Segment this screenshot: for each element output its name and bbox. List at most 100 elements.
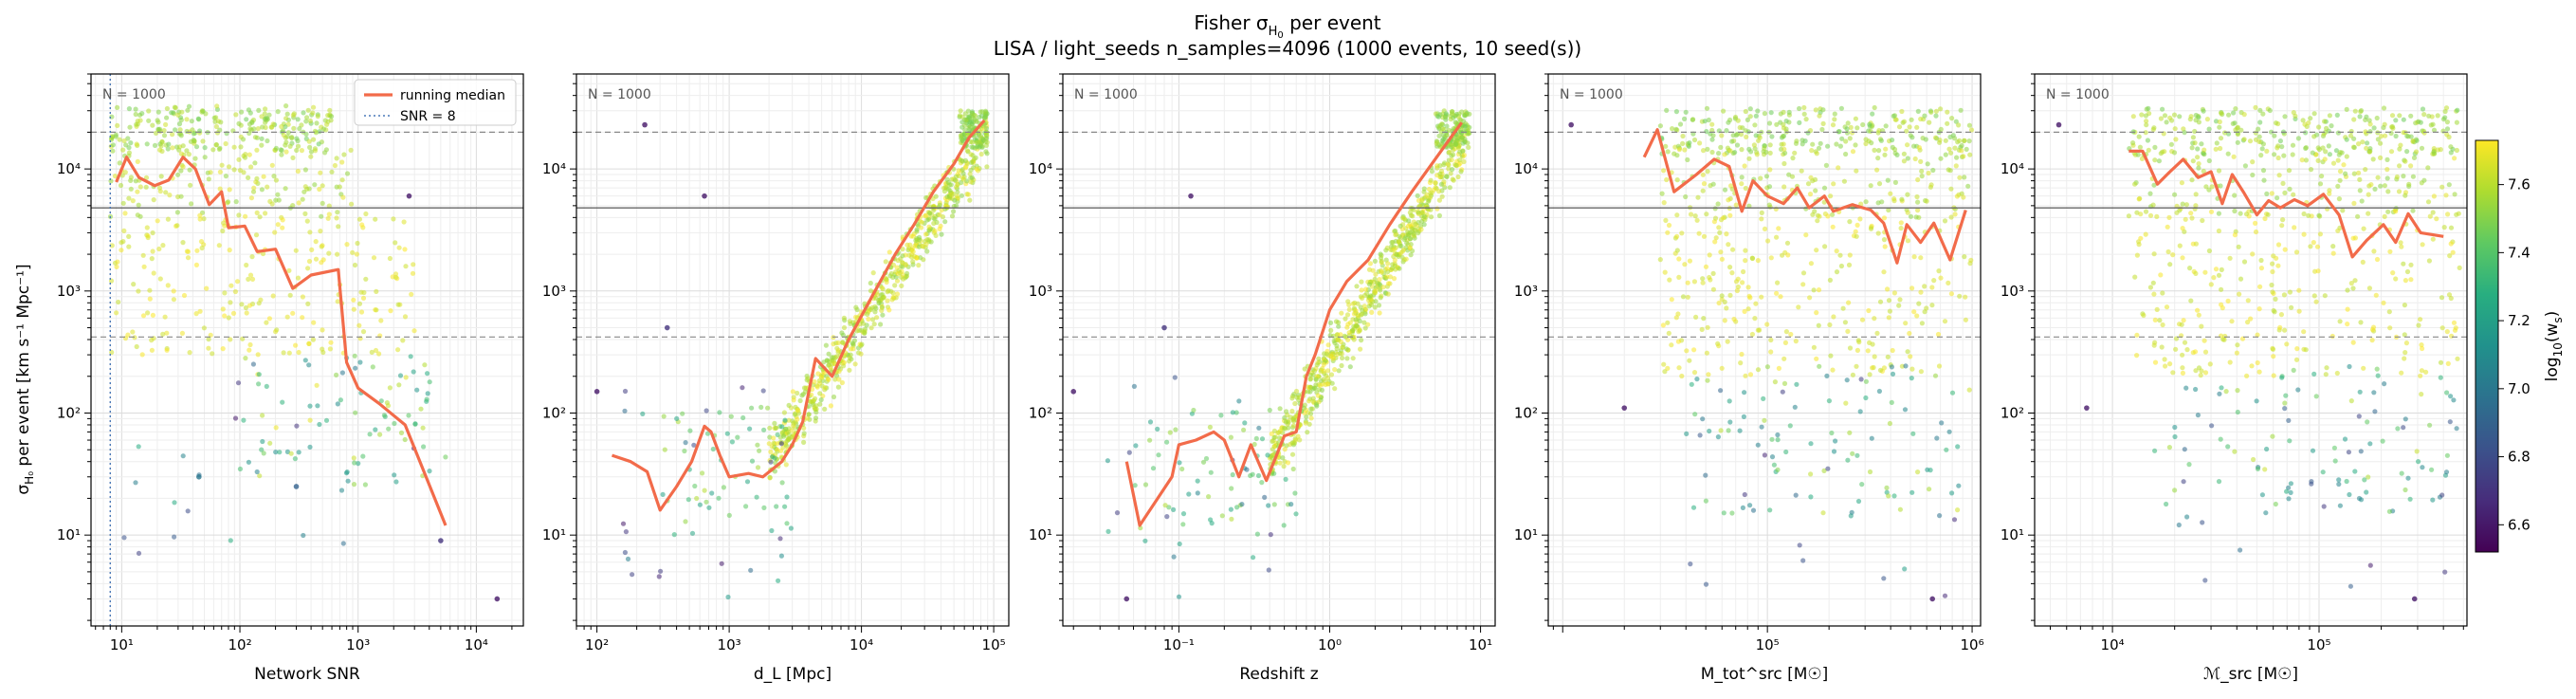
scatter-point [2374,366,2380,372]
scatter-point [1817,363,1822,369]
scatter-point [251,185,257,191]
scatter-point [2193,118,2199,123]
scatter-point [962,127,968,133]
scatter-point [1937,138,1943,143]
scatter-point [1769,134,1775,139]
scatter-point [2393,133,2399,139]
scatter-point [1759,210,1764,215]
scatter-point [2356,414,2362,419]
scatter-point [172,104,177,110]
scatter-point [319,260,324,266]
scatter-point [1742,390,1747,395]
scatter-point [246,276,251,282]
scatter-point [1767,142,1773,148]
scatter-point [150,312,155,318]
scatter-point [1663,217,1669,223]
scatter-point [226,199,231,205]
scatter-point [2360,259,2366,265]
scatter-point [2402,193,2408,198]
scatter-point [1418,227,1424,232]
scatter-point [1461,158,1467,165]
scatter-point [109,243,115,248]
scatter-point [1177,460,1182,466]
scatter-point [2357,188,2363,193]
scatter-point [1705,324,1710,330]
scatter-point [1700,172,1706,177]
scatter-point [832,377,838,382]
scatter-point [1863,199,1869,205]
scatter-point [290,203,296,209]
scatter-point [1683,109,1689,115]
scatter-point [1697,140,1703,146]
scatter-point [1840,305,1846,311]
scatter-point [2410,174,2416,179]
scatter-point [2313,394,2319,399]
scatter-point [1353,323,1359,329]
scatter-point [241,153,247,158]
scatter-point [868,325,874,331]
scatter-point [155,109,161,115]
scatter-point [1783,329,1789,335]
scatter-point [351,306,356,312]
scatter-point [2160,106,2165,112]
scatter-point [2454,147,2459,154]
scatter-point [2343,171,2348,176]
scatter-point [1718,249,1724,255]
scatter-point [134,141,139,147]
scatter-point [2216,211,2221,216]
scatter-point [1397,266,1402,271]
scatter-point [2288,489,2293,496]
scatter-point [1965,183,1971,189]
scatter-point [1966,122,1972,128]
scatter-point [199,245,205,251]
scatter-point [2187,117,2193,122]
scatter-point [2282,190,2288,195]
scatter-point [311,320,317,325]
scatter-point [2308,244,2313,249]
scatter-point [1916,301,1922,306]
scatter-point [721,485,727,490]
scatter-point [1316,356,1322,361]
scatter-point [2388,149,2395,155]
scatter-point [1734,287,1740,294]
scatter-point [1719,133,1725,138]
scatter-point [1338,339,1343,344]
scatter-point [339,159,345,165]
scatter-point [2278,312,2284,318]
scatter-point [1885,177,1891,183]
scatter-point [2419,145,2425,151]
scatter-point [1271,443,1277,450]
scatter-point [2167,115,2173,120]
scatter-point [900,260,905,266]
scatter-point [1868,183,1873,189]
scatter-point [302,211,308,216]
scatter-point [2348,583,2353,589]
scatter-point [322,150,328,156]
scatter-point [312,146,318,152]
scatter-point [296,349,301,356]
scatter-point [1792,404,1798,410]
scatter-point [119,173,125,178]
scatter-point [1781,380,1788,386]
scatter-point [2444,126,2451,132]
scatter-point [2444,390,2450,395]
scatter-point [2420,465,2425,470]
scatter-point [112,174,118,179]
scatter-point [2195,155,2201,160]
scatter-point [1437,171,1443,176]
scatter-point [2401,261,2406,267]
scatter-point [237,466,243,472]
scatter-point [2286,417,2292,423]
scatter-point [1675,339,1681,344]
scatter-point [263,106,268,112]
scatter-point [1744,134,1749,139]
scatter-point [1147,437,1153,443]
scatter-point [156,126,163,132]
scatter-point [2055,121,2062,128]
scatter-point [197,216,203,222]
scatter-point [1362,325,1368,331]
scatter-point [340,194,346,200]
scatter-point [1396,239,1401,245]
scatter-point [970,153,976,158]
scatter-point [1936,363,1943,369]
